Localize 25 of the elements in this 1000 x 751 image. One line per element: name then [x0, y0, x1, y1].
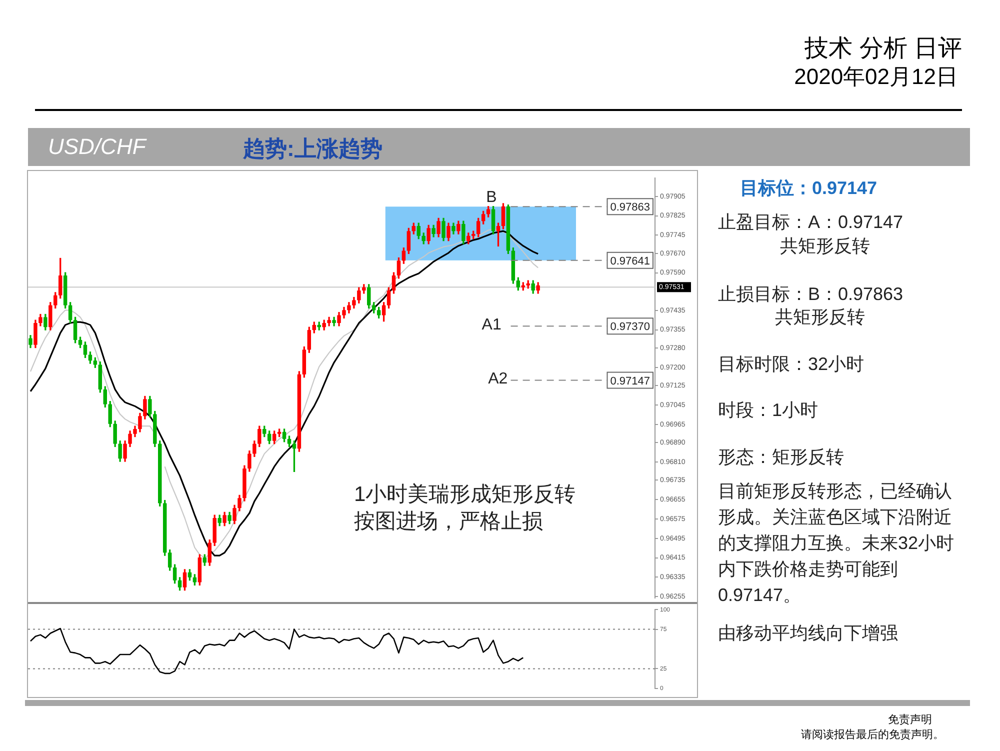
annotation: A1 — [482, 316, 502, 334]
text: 止损目标：B：0.97863 — [718, 283, 904, 306]
ref-line-label: 0.97641 — [610, 255, 650, 268]
chart-subtitle: 趋势:上涨趋势 — [243, 135, 382, 163]
text: 由移动平均线向下增强 — [718, 622, 899, 645]
ref-line-label: 0.97370 — [610, 321, 650, 334]
annotation: 1小时美瑞形成矩形反转 — [354, 482, 576, 506]
chart-title: USD/CHF — [48, 134, 146, 160]
text: 时段：1小时 — [718, 399, 820, 422]
text: 共矩形反转 — [775, 306, 866, 329]
text: 目前矩形反转形态，已经确认形成。关注蓝色区域下沿附近的支撑阻力互换。未来32小时内下跌价格走势可能到0.97147。 — [718, 480, 956, 607]
annotation: B — [486, 188, 497, 206]
text: 止盈目标：A：0.97147 — [718, 211, 904, 234]
text: 技术 分析 日评 — [804, 34, 962, 64]
ref-line-label: 0.97863 — [610, 202, 650, 214]
text: 目标时限：32小时 — [718, 353, 866, 376]
text: 请阅读报告最后的免责声明。 — [801, 728, 944, 742]
text: 共矩形反转 — [780, 235, 871, 258]
text: 目标位：0.97147 — [740, 177, 878, 200]
annotation: A2 — [488, 370, 508, 388]
text: 2020年02月12日 — [794, 63, 958, 91]
annotation: 按图进场，严格止损 — [354, 510, 544, 534]
text: 免责声明 — [888, 712, 932, 727]
text: 形态：矩形反转 — [718, 446, 845, 469]
ref-line-label: 0.97147 — [610, 375, 650, 388]
